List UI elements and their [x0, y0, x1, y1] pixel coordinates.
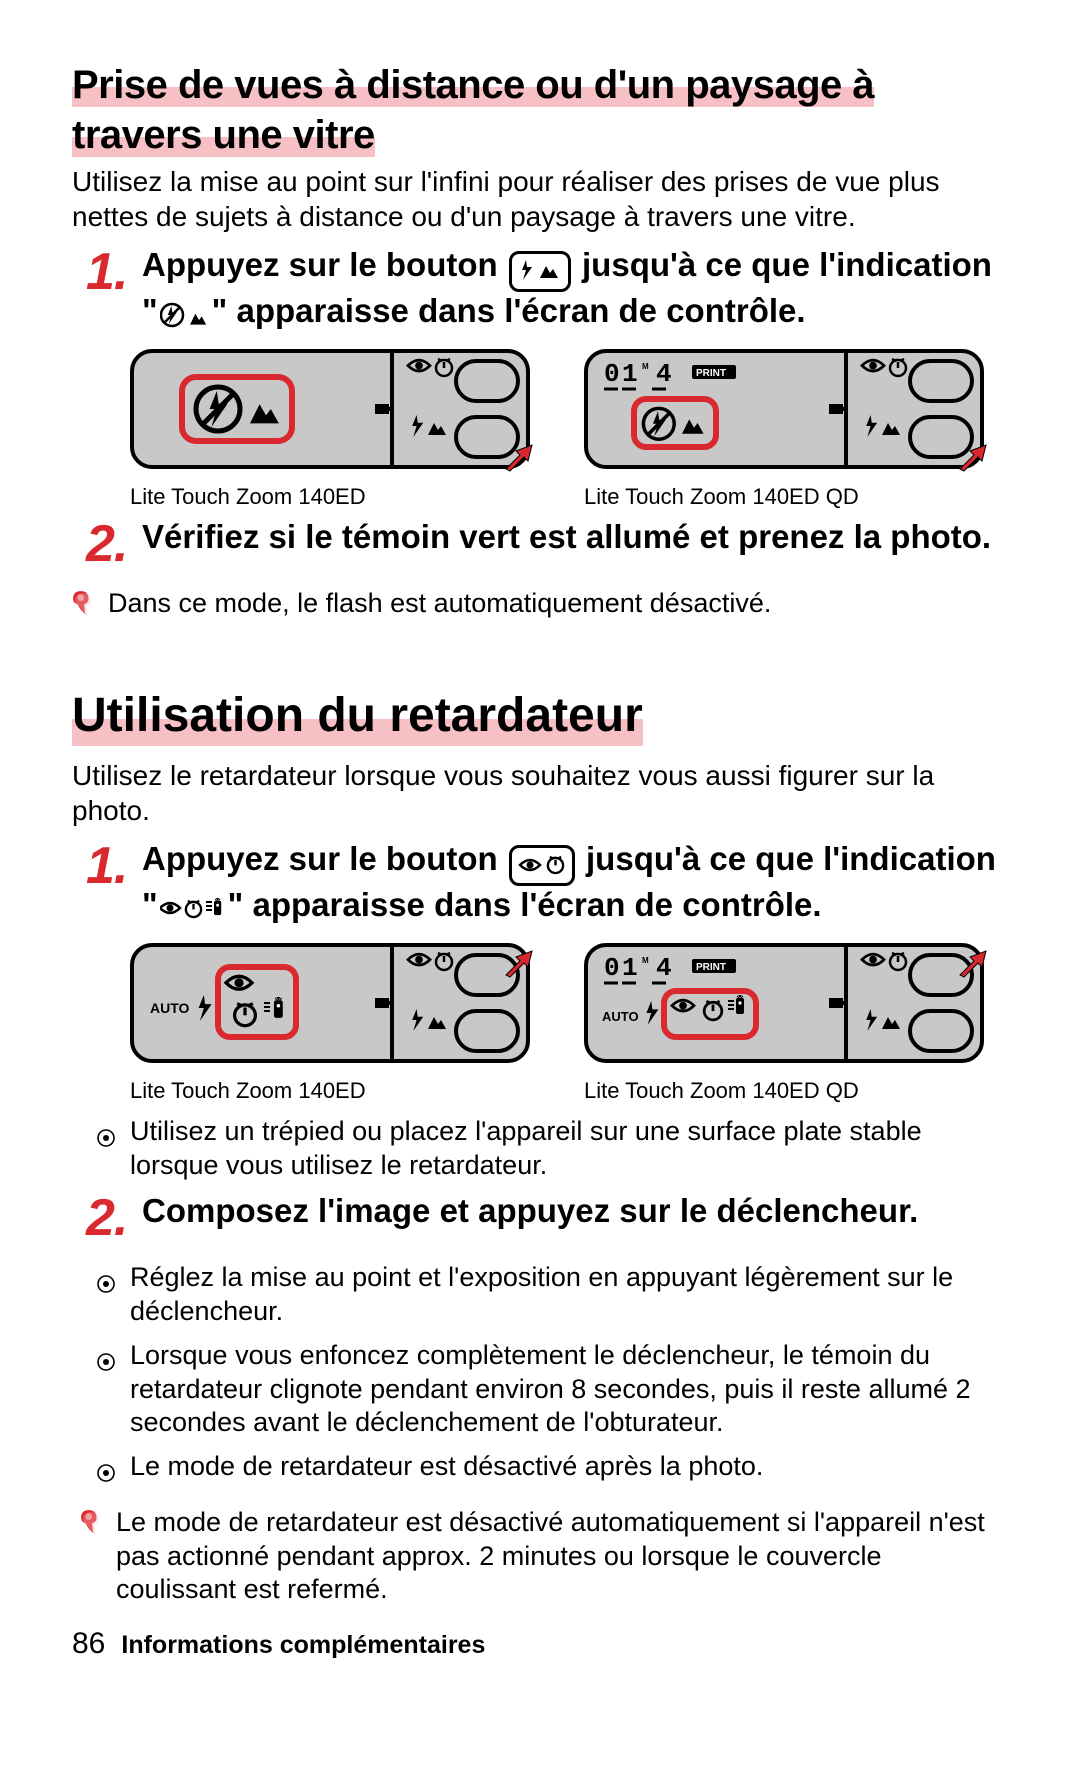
lcd-caption: Lite Touch Zoom 140ED — [130, 1077, 540, 1105]
section2-lcds: AUTO Lite Touch Zoom 140ED AUTO — [130, 943, 1008, 1105]
step-text: Vérifiez si le témoin vert est allumé et… — [142, 518, 1008, 557]
footer-section-label: Informations complémentaires — [121, 1630, 485, 1661]
redeye-timer-button-icon — [509, 845, 575, 886]
section2-step1: 1. Appuyez sur le bouton jusqu'à ce que … — [72, 840, 1008, 931]
lcd-140ed — [130, 349, 540, 479]
note-text: Le mode de retardateur est désactivé aut… — [116, 1506, 1008, 1607]
bullet-item: Lorsque vous enfoncez complètement le dé… — [96, 1339, 1008, 1440]
note-text: Dans ce mode, le flash est automatiqueme… — [108, 587, 1008, 621]
step-number: 1. — [86, 240, 136, 305]
step-text: Appuyez sur le bouton jusqu'à ce que l'i… — [142, 246, 1008, 337]
section1-lcds: Lite Touch Zoom 140ED Lite Touch Zoom 14… — [130, 349, 1008, 511]
target-bullet-icon — [96, 1456, 118, 1478]
section1-step2: 2. Vérifiez si le témoin vert est allumé… — [72, 518, 1008, 577]
section1-heading: Prise de vues à distance ou d'un paysage… — [72, 63, 874, 157]
bullet-tripod: Utilisez un trépied ou placez l'appareil… — [96, 1115, 1008, 1183]
section2-step2: 2. Composez l'image et appuyez sur le dé… — [72, 1192, 1008, 1251]
bullet-item: Réglez la mise au point et l'exposition … — [96, 1261, 1008, 1329]
step-number: 2. — [86, 1186, 136, 1251]
section1-note: Dans ce mode, le flash est automatiqueme… — [72, 587, 1008, 624]
lcd-140ed-qd — [584, 349, 994, 479]
bullet-text: Le mode de retardateur est désactivé apr… — [130, 1450, 1008, 1484]
target-bullet-icon — [96, 1121, 118, 1143]
step-text: Composez l'image et appuyez sur le décle… — [142, 1192, 1008, 1231]
step-text: Appuyez sur le bouton jusqu'à ce que l'i… — [142, 840, 1008, 931]
page-footer: 86 Informations complémentaires — [72, 1625, 1008, 1663]
lcd-140ed-timer: AUTO — [130, 943, 540, 1073]
lcd-caption: Lite Touch Zoom 140ED QD — [584, 483, 994, 511]
section2-intro: Utilisez le retardateur lorsque vous sou… — [72, 758, 1008, 828]
section2-note: Le mode de retardateur est désactivé aut… — [80, 1506, 1008, 1607]
lcd-caption: Lite Touch Zoom 140ED — [130, 483, 540, 511]
no-flash-mountain-indicator-icon — [160, 298, 210, 337]
flash-mountain-button-icon — [509, 251, 571, 292]
bullet-text: Lorsque vous enfoncez complètement le dé… — [130, 1339, 1008, 1440]
bullet-item: Le mode de retardateur est désactivé apr… — [96, 1450, 1008, 1484]
lcd-caption: Lite Touch Zoom 140ED QD — [584, 1077, 994, 1105]
page-number: 86 — [72, 1625, 105, 1663]
eye-timer-remote-indicator-icon — [160, 892, 226, 931]
target-bullet-icon — [96, 1345, 118, 1367]
pushpin-icon — [72, 589, 102, 624]
section2-heading: Utilisation du retardateur — [72, 686, 643, 746]
step-number: 1. — [86, 834, 136, 899]
bullet-text: Utilisez un trépied ou placez l'appareil… — [130, 1115, 1008, 1183]
step-number: 2. — [86, 512, 136, 577]
lcd-140ed-qd-timer: AUTO — [584, 943, 994, 1073]
svg-text:AUTO: AUTO — [150, 1000, 190, 1016]
section1-step1: 1. Appuyez sur le bouton jusqu'à ce que … — [72, 246, 1008, 337]
pushpin-icon — [80, 1508, 110, 1543]
target-bullet-icon — [96, 1267, 118, 1289]
svg-text:AUTO: AUTO — [602, 1009, 639, 1024]
bullet-text: Réglez la mise au point et l'exposition … — [130, 1261, 1008, 1329]
section1-intro: Utilisez la mise au point sur l'infini p… — [72, 164, 1008, 234]
